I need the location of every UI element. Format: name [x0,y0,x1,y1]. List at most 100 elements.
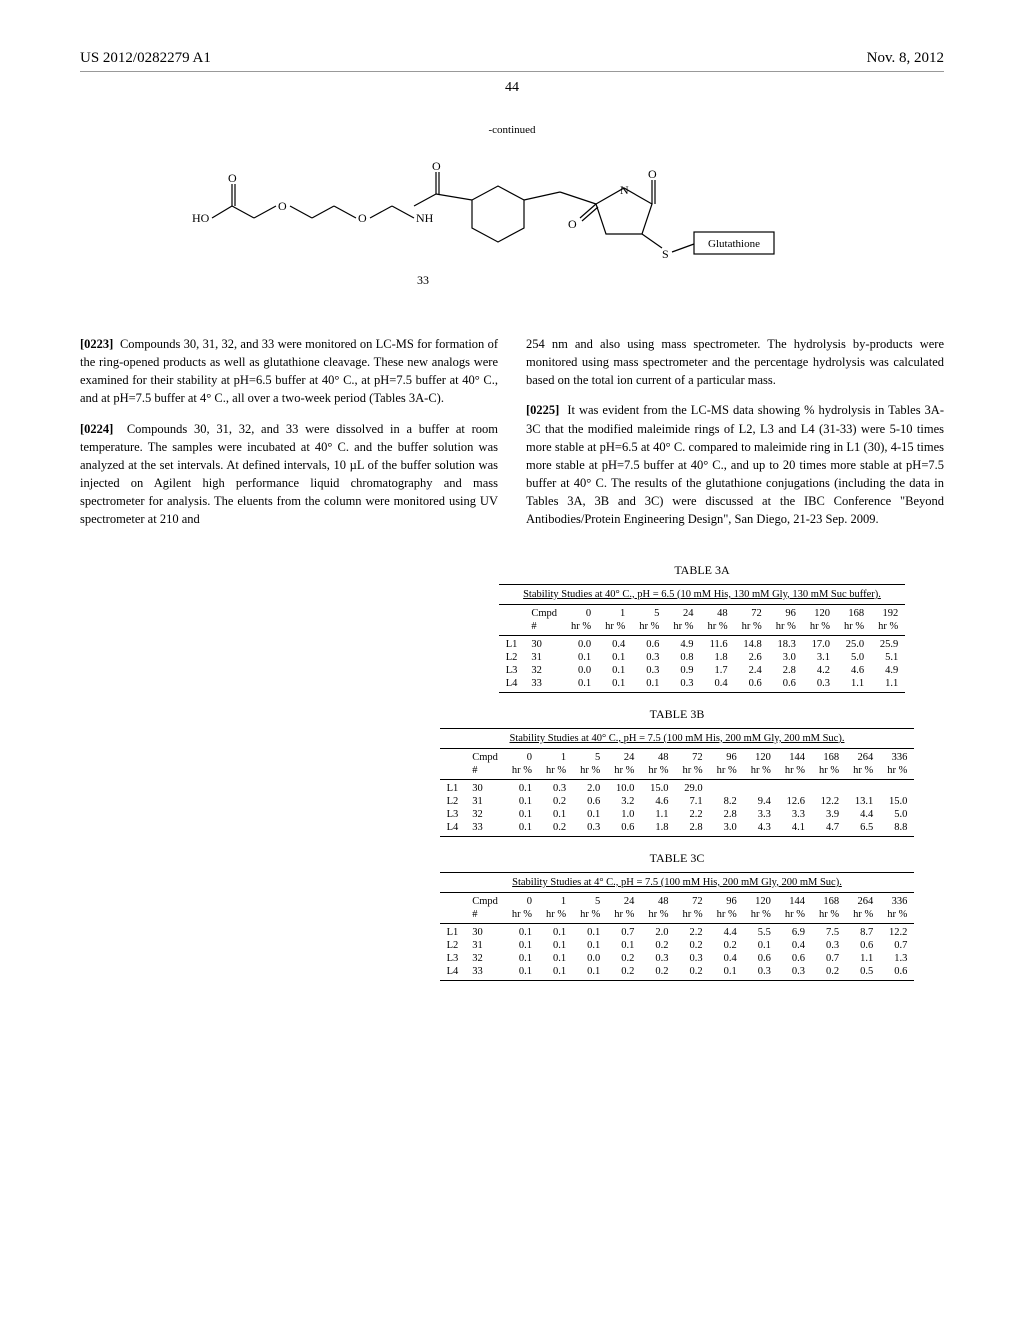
cell: 0.9 [666,664,700,677]
col-header: 0 [505,749,539,764]
cell: 1.1 [846,952,880,965]
cell [812,779,846,795]
cell: 33 [465,821,505,837]
table-3a-head: Cmpd01524487296120168192#hr %hr %hr %hr … [499,605,906,636]
col-subheader: hr % [778,908,812,924]
col-header: 336 [880,893,914,908]
col-subheader: hr % [701,620,735,636]
para-0223: [0223] Compounds 30, 31, 32, and 33 were… [80,335,498,408]
cell: 0.2 [539,821,573,837]
col-header: 1 [598,605,632,620]
cell: 0.7 [607,923,641,939]
cell: 0.1 [505,965,539,981]
cell: 8.8 [880,821,914,837]
cell: 32 [465,808,505,821]
col-header: 96 [710,893,744,908]
cell: 0.1 [744,939,778,952]
cell: 0.1 [539,965,573,981]
cell: 15.0 [641,779,675,795]
cell: 3.0 [710,821,744,837]
cell: 0.2 [607,952,641,965]
col-header: 48 [641,893,675,908]
cell: 2.8 [676,821,710,837]
cell: 2.6 [735,651,769,664]
page-header: US 2012/0282279 A1 Nov. 8, 2012 [80,50,944,72]
cell: 0.2 [812,965,846,981]
cell: 0.3 [539,779,573,795]
cell: 0.0 [573,952,607,965]
table-3b-head: Cmpd01524487296120144168264336#hr %hr %h… [440,749,915,780]
col-subheader: hr % [812,764,846,780]
cell: 3.3 [778,808,812,821]
col-header: 96 [710,749,744,764]
cell: L2 [440,939,466,952]
para-0225: [0225] It was evident from the LC-MS dat… [526,401,944,528]
cell [880,779,914,795]
cell: 7.1 [676,795,710,808]
cell: 0.1 [632,677,666,693]
cell: 0.6 [846,939,880,952]
svg-text:O: O [228,171,237,185]
col-subheader: hr % [880,908,914,924]
cell: 0.1 [539,952,573,965]
col-header: 48 [701,605,735,620]
col-header: 48 [641,749,675,764]
col-subheader: hr % [598,620,632,636]
cell: 8.7 [846,923,880,939]
table-3c-head: Cmpd01524487296120144168264336#hr %hr %h… [440,893,915,924]
patent-number: US 2012/0282279 A1 [80,50,211,67]
cell: L4 [440,821,466,837]
col-subheader: hr % [846,908,880,924]
cell: 18.3 [769,635,803,651]
cell: 0.4 [710,952,744,965]
col-header: 0 [564,605,598,620]
cell: 4.4 [710,923,744,939]
cell: 0.1 [598,677,632,693]
para-col2-cont: 254 nm and also using mass spectrometer.… [526,335,944,389]
cell: 4.4 [846,808,880,821]
table-row: L3320.10.10.00.20.30.30.40.60.60.71.11.3 [440,952,915,965]
body-text-columns: [0223] Compounds 30, 31, 32, and 33 were… [80,322,944,541]
table-row: L1300.10.10.10.72.02.24.45.56.97.58.712.… [440,923,915,939]
cell: L4 [499,677,525,693]
table-row: L4330.10.20.30.61.82.83.04.34.14.76.58.8 [440,821,915,837]
cell: 0.4 [778,939,812,952]
cell: 8.2 [710,795,744,808]
cell: 0.2 [539,795,573,808]
chemical-structure-33: HO O O O NH O [80,144,944,294]
cell: 5.0 [880,808,914,821]
cell: 0.2 [710,939,744,952]
col-header: 24 [607,893,641,908]
col-header: 120 [803,605,837,620]
compound-number: 33 [417,273,429,287]
col-subheader: hr % [744,908,778,924]
cell: 0.6 [607,821,641,837]
cell: 6.9 [778,923,812,939]
cell: 0.8 [666,651,700,664]
cell: 1.7 [701,664,735,677]
col-subheader [499,620,525,636]
col-subheader: hr % [666,620,700,636]
col-header: Cmpd [465,893,505,908]
cell: 0.3 [744,965,778,981]
cell: 25.9 [871,635,905,651]
cell: 30 [465,923,505,939]
col-header: 120 [744,893,778,908]
cell: 0.1 [573,808,607,821]
cell: 0.1 [505,779,539,795]
cell: 1.3 [880,952,914,965]
table-3c-body: L1300.10.10.10.72.02.24.45.56.97.58.712.… [440,923,915,980]
continued-label: -continued [80,124,944,136]
cell: 4.9 [666,635,700,651]
cell: 4.2 [803,664,837,677]
table-row: L2310.10.20.63.24.67.18.29.412.612.213.1… [440,795,915,808]
cell: 0.3 [641,952,675,965]
cell: L2 [499,651,525,664]
col-header: 72 [676,749,710,764]
svg-text:O: O [432,159,441,173]
cell: 0.4 [598,635,632,651]
cell: 0.2 [641,939,675,952]
cell: 0.3 [812,939,846,952]
cell: 0.0 [564,664,598,677]
cell: 0.1 [607,939,641,952]
